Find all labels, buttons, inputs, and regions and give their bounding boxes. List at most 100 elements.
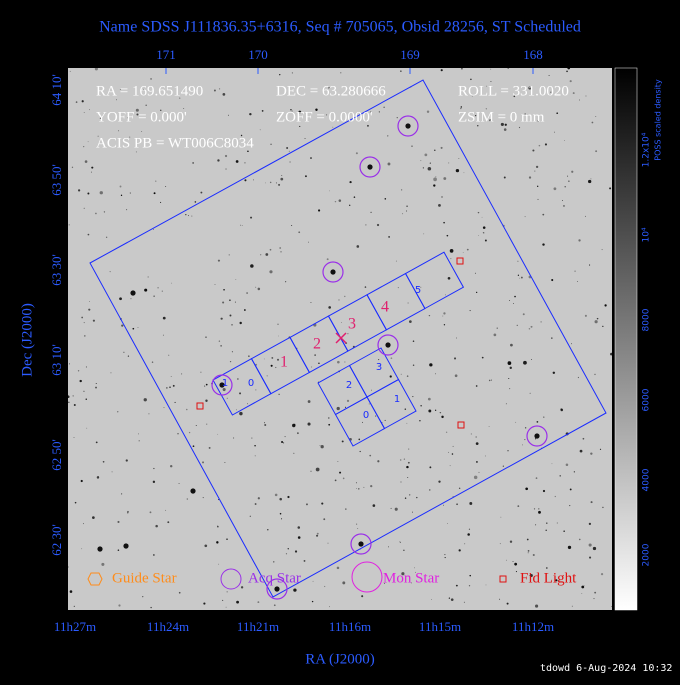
noise-star <box>166 387 168 389</box>
noise-star <box>566 70 568 73</box>
noise-star <box>594 320 598 324</box>
noise-star <box>218 88 221 90</box>
noise-star <box>574 270 576 272</box>
info-text: ZOFF = 0.0000' <box>276 109 373 125</box>
noise-star <box>444 554 446 556</box>
noise-star <box>284 436 286 438</box>
noise-star <box>307 400 311 403</box>
noise-star <box>135 108 139 112</box>
noise-star <box>135 151 137 153</box>
noise-star <box>458 487 461 490</box>
noise-star <box>186 498 189 500</box>
noise-star <box>443 221 445 224</box>
noise-star <box>349 180 352 184</box>
noise-star <box>378 111 380 113</box>
noise-star <box>87 192 90 195</box>
noise-star <box>503 128 507 131</box>
noise-star <box>505 403 507 405</box>
noise-star <box>349 204 351 207</box>
noise-star <box>540 321 542 323</box>
noise-star <box>254 503 257 505</box>
noise-star <box>396 117 398 119</box>
noise-star <box>174 401 176 404</box>
noise-star <box>478 235 480 236</box>
noise-star <box>526 538 529 541</box>
noise-star <box>143 398 147 402</box>
noise-star <box>505 559 507 561</box>
noise-star <box>169 386 171 389</box>
noise-star <box>79 379 82 383</box>
noise-star <box>404 497 407 499</box>
noise-star <box>68 224 70 226</box>
noise-star <box>428 314 431 317</box>
noise-star <box>126 209 128 211</box>
noise-star <box>226 397 228 399</box>
noise-star <box>543 416 545 418</box>
noise-star <box>152 228 154 230</box>
noise-star <box>316 532 319 535</box>
noise-star <box>452 445 454 447</box>
noise-star <box>355 152 358 155</box>
bottom-tick-label: 11h24m <box>147 619 189 634</box>
noise-star <box>310 470 312 472</box>
noise-star <box>556 112 559 115</box>
noise-star <box>426 110 430 113</box>
noise-star <box>358 438 361 441</box>
noise-star <box>200 191 203 194</box>
noise-star <box>579 449 583 453</box>
noise-star <box>475 291 478 294</box>
noise-star <box>463 601 465 603</box>
noise-star <box>152 480 156 484</box>
noise-star <box>542 489 546 493</box>
noise-star <box>524 439 526 441</box>
noise-star <box>150 78 152 80</box>
bright-star <box>534 433 540 439</box>
noise-star <box>87 141 89 143</box>
noise-star <box>217 525 219 527</box>
noise-star <box>411 145 413 148</box>
noise-star <box>138 433 139 435</box>
noise-star <box>286 146 289 149</box>
noise-star <box>312 580 314 582</box>
noise-star <box>470 78 472 81</box>
noise-star <box>283 442 285 444</box>
noise-star <box>579 99 580 101</box>
noise-star <box>227 114 229 116</box>
noise-star <box>327 542 329 544</box>
noise-star <box>116 99 118 101</box>
noise-star <box>590 178 592 180</box>
noise-star <box>415 571 416 573</box>
noise-star <box>231 351 233 353</box>
noise-star <box>496 327 498 329</box>
noise-star <box>329 606 330 608</box>
chip-id: 1 <box>394 394 400 405</box>
noise-star <box>243 309 246 311</box>
noise-star <box>550 91 552 93</box>
noise-star <box>314 354 316 356</box>
noise-star <box>203 602 206 605</box>
noise-star <box>81 316 84 319</box>
noise-star <box>341 322 342 323</box>
noise-star <box>266 375 268 377</box>
noise-star <box>372 504 376 507</box>
noise-star <box>395 260 397 262</box>
acq-star-marker <box>211 374 233 396</box>
noise-star <box>508 377 510 380</box>
noise-star <box>185 214 187 216</box>
noise-star <box>571 343 572 345</box>
noise-star <box>582 437 585 440</box>
info-text: ZSIM = 0 mm <box>458 109 545 125</box>
noise-star <box>611 606 612 608</box>
noise-star <box>279 512 282 515</box>
noise-star <box>455 584 458 587</box>
noise-star <box>255 286 257 288</box>
noise-star <box>461 68 463 70</box>
noise-star <box>584 314 587 317</box>
noise-star <box>101 562 105 566</box>
noise-star <box>400 541 402 543</box>
noise-star <box>276 358 280 361</box>
noise-star <box>553 187 557 191</box>
info-text: ROLL = 331.0020 <box>458 83 569 99</box>
noise-star <box>456 337 457 339</box>
